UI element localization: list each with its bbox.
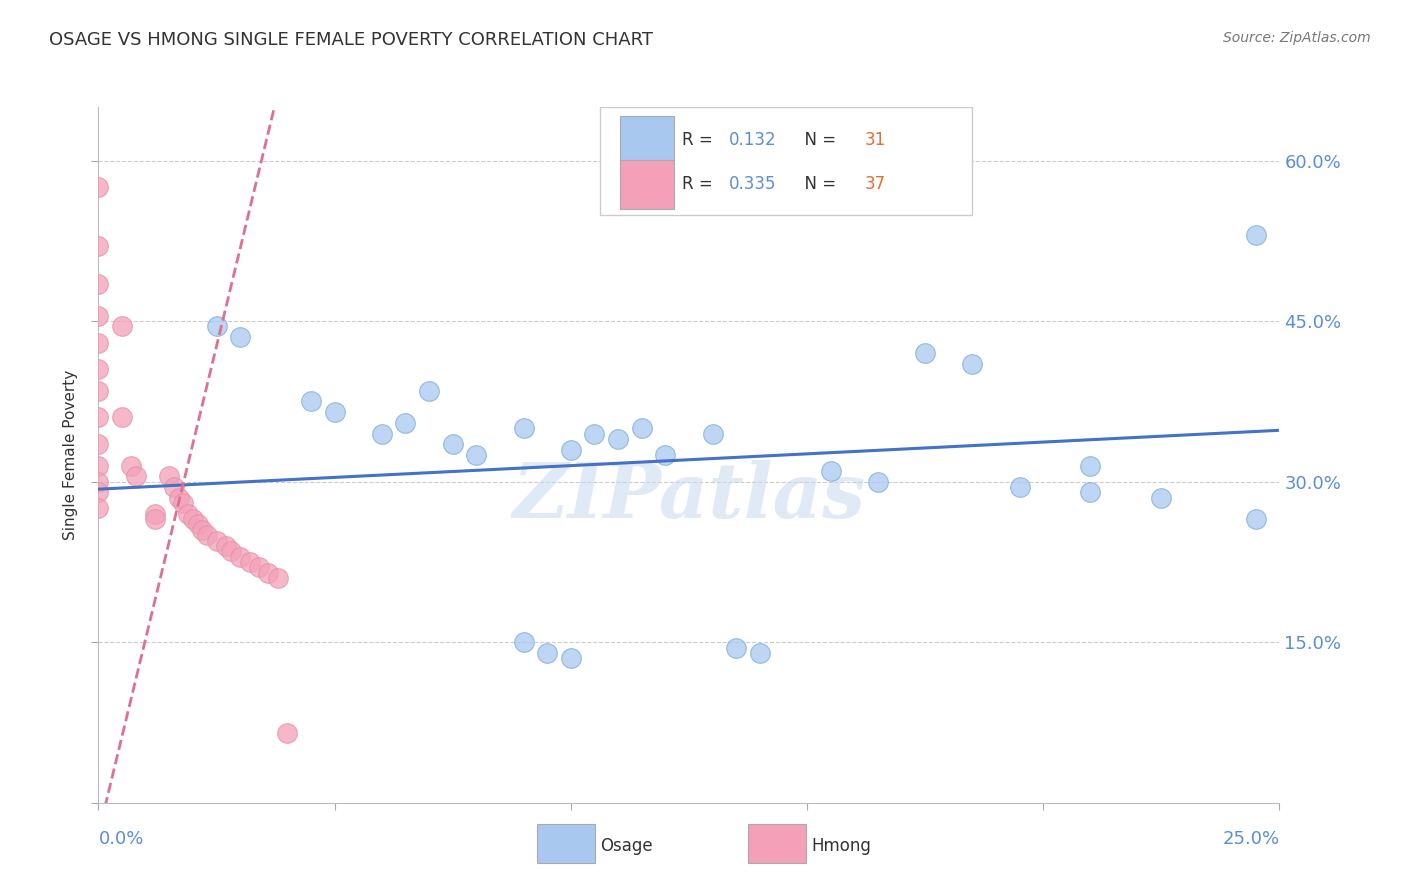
Point	[195, 528, 218, 542]
FancyBboxPatch shape	[600, 107, 973, 215]
Point	[177, 507, 200, 521]
Point	[205, 533, 228, 548]
Point	[87, 475, 110, 489]
Point	[257, 566, 280, 580]
Point	[111, 410, 134, 425]
Point	[215, 539, 238, 553]
Point	[1150, 491, 1173, 505]
Point	[87, 458, 110, 473]
Point	[299, 394, 322, 409]
Text: N =: N =	[794, 131, 841, 149]
Text: 31: 31	[865, 131, 886, 149]
Point	[1008, 480, 1031, 494]
Text: Osage: Osage	[600, 837, 652, 855]
Point	[1080, 458, 1102, 473]
Text: ZIPatlas: ZIPatlas	[512, 459, 866, 533]
Point	[512, 421, 534, 435]
Point	[143, 512, 166, 526]
Point	[630, 421, 652, 435]
Point	[247, 560, 270, 574]
Text: R =: R =	[682, 176, 718, 194]
Point	[172, 496, 194, 510]
Point	[163, 480, 186, 494]
Point	[187, 517, 209, 532]
Text: 37: 37	[865, 176, 886, 194]
Point	[914, 346, 936, 360]
Point	[465, 448, 488, 462]
Point	[87, 437, 110, 451]
Point	[205, 319, 228, 334]
Point	[820, 464, 842, 478]
Text: 0.132: 0.132	[730, 131, 776, 149]
Point	[866, 475, 889, 489]
Point	[87, 384, 110, 398]
Point	[87, 410, 110, 425]
Text: OSAGE VS HMONG SINGLE FEMALE POVERTY CORRELATION CHART: OSAGE VS HMONG SINGLE FEMALE POVERTY COR…	[49, 31, 654, 49]
Point	[87, 335, 110, 350]
Point	[87, 180, 110, 194]
Point	[1080, 485, 1102, 500]
Point	[418, 384, 440, 398]
Point	[583, 426, 606, 441]
Point	[267, 571, 290, 585]
Point	[181, 512, 204, 526]
Point	[87, 501, 110, 516]
Text: N =: N =	[794, 176, 841, 194]
Text: 0.0%: 0.0%	[98, 830, 143, 847]
Point	[607, 432, 630, 446]
Point	[536, 646, 558, 660]
Point	[560, 442, 582, 457]
Point	[962, 357, 984, 371]
Point	[239, 555, 262, 569]
Point	[1244, 512, 1267, 526]
Point	[702, 426, 724, 441]
Point	[87, 239, 110, 253]
Point	[191, 523, 214, 537]
Point	[157, 469, 180, 483]
Y-axis label: Single Female Poverty: Single Female Poverty	[63, 370, 79, 540]
Text: 0.335: 0.335	[730, 176, 776, 194]
Point	[654, 448, 676, 462]
Point	[1244, 228, 1267, 243]
FancyBboxPatch shape	[620, 116, 673, 165]
Point	[143, 507, 166, 521]
Point	[87, 309, 110, 323]
Text: Hmong: Hmong	[811, 837, 872, 855]
Point	[512, 635, 534, 649]
Point	[323, 405, 346, 419]
Point	[394, 416, 416, 430]
Point	[748, 646, 770, 660]
Point	[371, 426, 394, 441]
Point	[219, 544, 242, 558]
Point	[87, 362, 110, 376]
Point	[87, 277, 110, 291]
Point	[725, 640, 748, 655]
Text: 25.0%: 25.0%	[1222, 830, 1279, 847]
Text: Source: ZipAtlas.com: Source: ZipAtlas.com	[1223, 31, 1371, 45]
Point	[441, 437, 464, 451]
Point	[229, 549, 252, 564]
Point	[560, 651, 582, 665]
Point	[276, 726, 298, 740]
Point	[111, 319, 134, 334]
Text: R =: R =	[682, 131, 718, 149]
Point	[87, 485, 110, 500]
Point	[125, 469, 148, 483]
Point	[121, 458, 143, 473]
FancyBboxPatch shape	[620, 160, 673, 209]
Point	[229, 330, 252, 344]
Point	[167, 491, 190, 505]
